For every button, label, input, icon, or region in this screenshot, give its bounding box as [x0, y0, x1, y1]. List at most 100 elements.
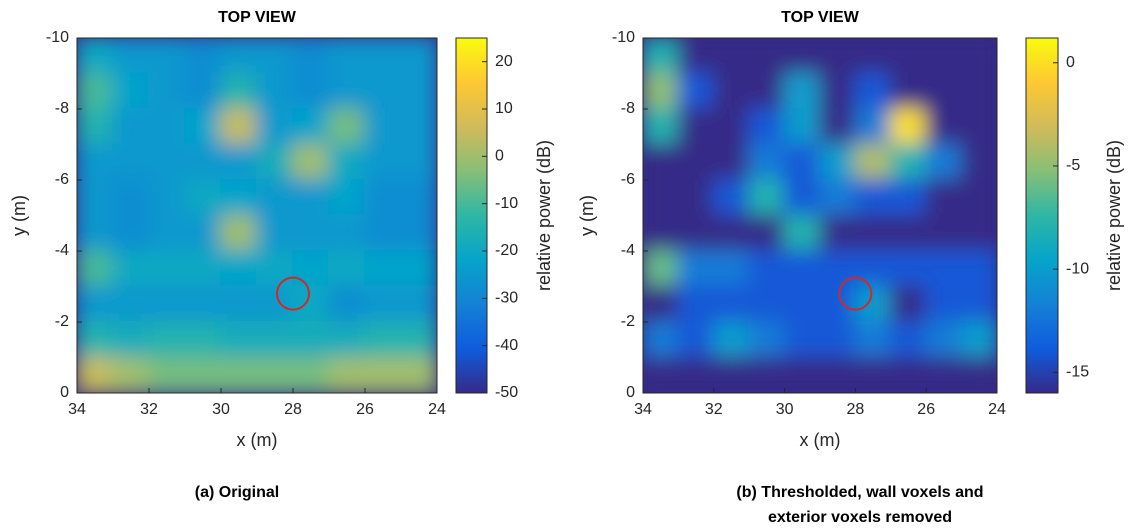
- heatmap-cell: [328, 72, 366, 110]
- heatmap-cell: [184, 321, 222, 359]
- heatmap-cell: [819, 38, 857, 75]
- heatmap-cell: [712, 72, 751, 110]
- heatmap-cell: [677, 285, 715, 323]
- x-tick-label: 24: [428, 401, 446, 418]
- heatmap-cell: [292, 214, 330, 252]
- heatmap-cell: [819, 285, 857, 323]
- heatmap-cell: [184, 356, 222, 393]
- heatmap-cell: [643, 143, 680, 181]
- heatmap-cell: [748, 285, 786, 323]
- heatmap-cell: [960, 143, 997, 181]
- heatmap-cell: [112, 250, 150, 288]
- heatmap-cell: [328, 321, 366, 359]
- colorbar-tick-label: -30: [495, 290, 518, 307]
- heatmap-cell: [256, 321, 294, 359]
- heatmap-cell: [220, 356, 258, 393]
- heatmap-cell: [783, 285, 821, 323]
- caption: (a) Original: [195, 484, 279, 501]
- y-tick-label: -4: [55, 242, 69, 259]
- heatmap-cell: [889, 72, 928, 110]
- x-axis-label: x (m): [237, 430, 278, 450]
- heatmap-cell: [328, 108, 366, 146]
- heatmap-cell: [364, 250, 402, 288]
- heatmap-cell: [748, 108, 786, 146]
- heatmap-cell: [77, 250, 114, 288]
- caption: (b) Thresholded, wall voxels and: [736, 484, 983, 501]
- heatmap-cell: [889, 108, 928, 146]
- y-axis-label: y (m): [577, 195, 597, 236]
- heatmap-cell: [184, 108, 222, 146]
- x-tick-label: 28: [284, 401, 302, 418]
- colorbar-label: relative power (dB): [534, 140, 554, 291]
- heatmap-cell: [220, 321, 258, 359]
- y-tick-label: -2: [55, 313, 69, 330]
- x-tick-label: 34: [68, 401, 86, 418]
- heatmap-cell: [112, 285, 150, 323]
- y-tick-label: -10: [46, 29, 69, 46]
- heatmap-cell: [854, 108, 892, 146]
- heatmap-cell: [677, 321, 715, 359]
- heatmap-cell: [148, 108, 186, 146]
- heatmap-cell: [112, 214, 150, 252]
- heatmap-cell: [854, 321, 892, 359]
- x-tick-label: 28: [847, 401, 865, 418]
- heatmap-cell: [712, 250, 751, 288]
- heatmap-cell: [364, 356, 402, 393]
- heatmap-cell: [364, 179, 402, 217]
- heatmap-cell: [783, 321, 821, 359]
- heatmap-cell: [148, 250, 186, 288]
- colorbar-tick-label: -10: [1066, 260, 1089, 277]
- heatmap-cell: [184, 38, 222, 75]
- heatmap-cell: [77, 321, 114, 359]
- heatmap-cell: [889, 285, 928, 323]
- heatmap-cell: [677, 179, 715, 217]
- colorbar-tick-label: -5: [1066, 157, 1080, 174]
- y-tick-label: 0: [626, 384, 635, 401]
- heatmap-cell: [854, 356, 892, 393]
- heatmap-cell: [256, 214, 294, 252]
- heatmap-cell: [925, 108, 963, 146]
- colorbar-tick-label: 10: [495, 100, 513, 117]
- heatmap-cell: [328, 214, 366, 252]
- heatmap-cell: [364, 321, 402, 359]
- colorbar-tick-label: 0: [495, 148, 504, 165]
- chart-title: TOP VIEW: [781, 9, 860, 26]
- heatmap-cell: [292, 285, 330, 323]
- heatmap-cell: [364, 108, 402, 146]
- heatmap-cell: [400, 214, 437, 252]
- heatmap-cell: [328, 179, 366, 217]
- heatmap-cell: [256, 72, 294, 110]
- heatmap-cell: [854, 179, 892, 217]
- heatmap-cell: [643, 250, 680, 288]
- heatmap-cell: [328, 356, 366, 393]
- heatmap-cell: [328, 143, 366, 181]
- colorbar-tick-label: -15: [1066, 364, 1089, 381]
- heatmap-cell: [819, 321, 857, 359]
- heatmap-cell: [889, 321, 928, 359]
- heatmap-cell: [783, 250, 821, 288]
- y-tick-label: -4: [621, 242, 635, 259]
- heatmap-cell: [400, 250, 437, 288]
- heatmap-cell: [112, 143, 150, 181]
- x-tick-label: 24: [988, 401, 1006, 418]
- x-tick-label: 34: [634, 401, 652, 418]
- heatmap-cell: [148, 285, 186, 323]
- heatmap-cell: [148, 179, 186, 217]
- heatmap-cell: [960, 108, 997, 146]
- heatmap-cell: [783, 72, 821, 110]
- heatmap-cell: [712, 38, 751, 75]
- heatmap-cell: [712, 143, 751, 181]
- heatmap-cell: [643, 321, 680, 359]
- x-axis-label: x (m): [800, 430, 841, 450]
- heatmap-cell: [712, 285, 751, 323]
- colorbar: [455, 37, 488, 394]
- heatmap-cell: [256, 250, 294, 288]
- plot-frame: [76, 37, 438, 394]
- heatmap-cell: [400, 321, 437, 359]
- heatmap-cell: [292, 179, 330, 217]
- heatmap-cell: [712, 321, 751, 359]
- heatmap-cell: [220, 108, 258, 146]
- heatmap-cell: [148, 143, 186, 181]
- colorbar: [1025, 37, 1059, 394]
- heatmap-cell: [748, 250, 786, 288]
